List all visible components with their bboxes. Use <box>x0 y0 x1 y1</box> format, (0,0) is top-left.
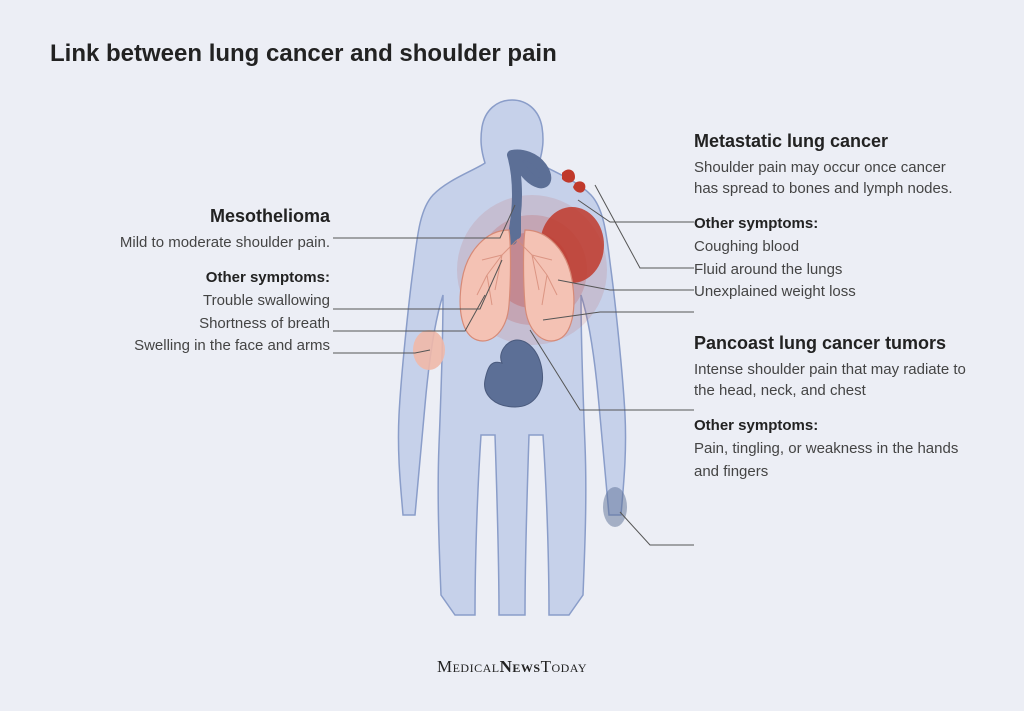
mesothelioma-desc: Mild to moderate shoulder pain. <box>50 232 330 253</box>
mesothelioma-symptom-list: Trouble swallowing Shortness of breath S… <box>50 290 330 358</box>
anatomy-svg <box>367 95 657 625</box>
list-item: Trouble swallowing <box>50 290 330 313</box>
pancoast-title: Pancoast lung cancer tumors <box>694 332 974 355</box>
right-column: Metastatic lung cancer Shoulder pain may… <box>694 130 974 511</box>
footer-part1: Medical <box>437 657 500 676</box>
footer-part3: Today <box>541 657 587 676</box>
footer-part2: News <box>500 657 541 676</box>
list-item: Shortness of breath <box>50 313 330 336</box>
pancoast-section: Pancoast lung cancer tumors Intense shou… <box>694 332 974 483</box>
pancoast-symptoms-label: Other symptoms: <box>694 417 974 434</box>
page-title: Link between lung cancer and shoulder pa… <box>50 40 974 68</box>
footer-logo: MedicalNewsToday <box>0 657 1024 677</box>
list-item: Coughing blood <box>694 236 974 259</box>
mesothelioma-title: Mesothelioma <box>50 205 330 228</box>
left-column: Mesothelioma Mild to moderate shoulder p… <box>50 205 330 386</box>
metastatic-symptoms-label: Other symptoms: <box>694 215 974 232</box>
body-diagram <box>367 95 657 625</box>
metastatic-symptom-list: Coughing blood Fluid around the lungs Un… <box>694 236 974 304</box>
pancoast-symptom-list: Pain, tingling, or weakness in the hands… <box>694 438 974 483</box>
metastatic-desc: Shoulder pain may occur once cancer has … <box>694 157 974 199</box>
list-item: Swelling in the face and arms <box>50 335 330 358</box>
list-item: Fluid around the lungs <box>694 259 974 282</box>
metastatic-title: Metastatic lung cancer <box>694 130 974 153</box>
mesothelioma-section: Mesothelioma Mild to moderate shoulder p… <box>50 205 330 358</box>
pancoast-desc: Intense shoulder pain that may radiate t… <box>694 359 974 401</box>
metastatic-section: Metastatic lung cancer Shoulder pain may… <box>694 130 974 304</box>
mesothelioma-symptoms-label: Other symptoms: <box>50 269 330 286</box>
list-item: Pain, tingling, or weakness in the hands… <box>694 438 974 483</box>
list-item: Unexplained weight loss <box>694 281 974 304</box>
